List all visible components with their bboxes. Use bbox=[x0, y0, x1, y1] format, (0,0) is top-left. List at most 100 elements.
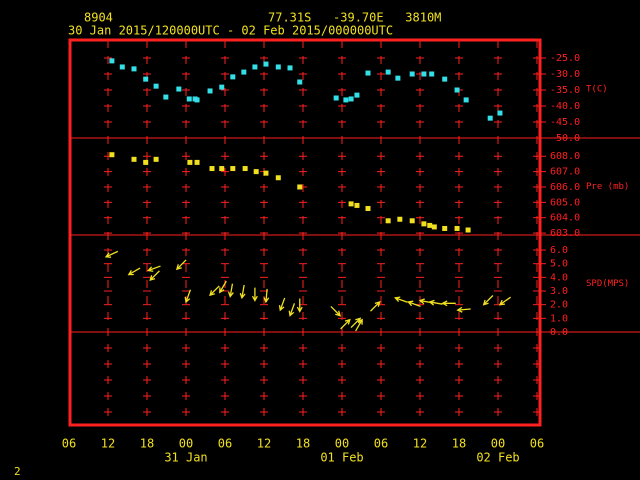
data-point bbox=[421, 71, 427, 77]
wind-arrow bbox=[227, 283, 234, 298]
wind-arrow bbox=[370, 300, 381, 312]
y-tick-label: 608.0 bbox=[550, 151, 580, 162]
data-point bbox=[297, 79, 303, 85]
wind-arrow bbox=[296, 298, 303, 313]
x-tick-label: 12 bbox=[257, 437, 271, 451]
wind-arrow bbox=[263, 288, 270, 304]
data-point bbox=[365, 70, 371, 76]
x-tick-label: 06 bbox=[62, 437, 76, 451]
page-number: 2 bbox=[14, 465, 21, 478]
data-point bbox=[354, 202, 360, 208]
data-point bbox=[275, 64, 281, 70]
y-tick-label: -35.0 bbox=[550, 85, 580, 96]
y-tick-label: 604.0 bbox=[550, 213, 580, 224]
station-id: 8904 bbox=[84, 11, 113, 25]
date-label: 01 Feb bbox=[320, 451, 363, 465]
data-point bbox=[219, 166, 225, 172]
data-point bbox=[119, 64, 125, 70]
wind-arrow bbox=[251, 287, 258, 302]
data-point bbox=[253, 169, 259, 175]
y-tick-label: 5.0 bbox=[550, 259, 568, 270]
y-tick-label: -25.0 bbox=[550, 53, 580, 64]
data-point bbox=[241, 69, 247, 75]
wind-arrow bbox=[482, 295, 494, 306]
data-point bbox=[454, 87, 460, 93]
wind-arrow bbox=[355, 318, 363, 332]
y-tick-label: 607.0 bbox=[550, 167, 580, 178]
x-tick-label: 00 bbox=[335, 437, 349, 451]
wind-arrow bbox=[407, 300, 421, 308]
station-location: 77.31S -39.70E 3810M bbox=[268, 11, 441, 25]
data-point bbox=[442, 76, 448, 82]
wind-arrow bbox=[127, 267, 141, 276]
y-axis-label: T(C) bbox=[586, 85, 608, 95]
x-tick-label: 12 bbox=[101, 437, 115, 451]
wind-arrow bbox=[209, 285, 220, 297]
wind-arrow bbox=[239, 284, 246, 300]
data-point bbox=[354, 92, 360, 98]
frame bbox=[68, 38, 542, 427]
wind-arrow bbox=[394, 296, 408, 303]
y-tick-label: 603.0 bbox=[550, 228, 580, 239]
data-point bbox=[442, 225, 448, 231]
data-point bbox=[497, 110, 503, 116]
wind-arrow bbox=[147, 265, 161, 272]
wind-arrow bbox=[278, 297, 286, 312]
wind-arrow bbox=[428, 299, 443, 306]
y-tick-label: 2.0 bbox=[550, 300, 568, 311]
data-point bbox=[385, 218, 391, 224]
x-tick-label: 06 bbox=[218, 437, 232, 451]
x-tick-label: 18 bbox=[452, 437, 466, 451]
wind-arrow bbox=[456, 306, 471, 313]
x-tick-label: 06 bbox=[530, 437, 544, 451]
data-point bbox=[365, 205, 371, 211]
data-point bbox=[429, 71, 435, 77]
data-point bbox=[194, 159, 200, 165]
data-point bbox=[109, 58, 115, 64]
data-point bbox=[333, 95, 339, 101]
data-point bbox=[207, 88, 213, 94]
data-point bbox=[186, 96, 192, 102]
wind-arrow bbox=[149, 270, 160, 282]
y-tick-label: 6.0 bbox=[550, 245, 568, 256]
date-label: 02 Feb bbox=[476, 451, 519, 465]
wind-arrow bbox=[441, 300, 456, 307]
data-point bbox=[131, 66, 137, 72]
data-point bbox=[176, 86, 182, 92]
x-tick-label: 06 bbox=[374, 437, 388, 451]
data-point bbox=[163, 94, 169, 100]
data-point bbox=[487, 115, 493, 121]
data-point bbox=[109, 152, 115, 158]
x-tick-label: 18 bbox=[296, 437, 310, 451]
y-tick-label: 3.0 bbox=[550, 286, 568, 297]
data-point bbox=[348, 201, 354, 207]
data-point bbox=[242, 166, 248, 172]
data-point bbox=[209, 166, 215, 172]
y-axis-label: SPD(MPS) bbox=[586, 279, 629, 289]
data-point bbox=[297, 184, 303, 190]
data-point bbox=[131, 156, 137, 162]
data-point bbox=[463, 97, 469, 103]
data-point bbox=[431, 224, 437, 230]
y-tick-label: -30.0 bbox=[550, 69, 580, 80]
data-point bbox=[230, 74, 236, 80]
y-tick-label: -45.0 bbox=[550, 117, 580, 128]
wind-arrow bbox=[288, 303, 296, 317]
y-axis-label: Pre (mb) bbox=[586, 182, 629, 192]
data-point bbox=[465, 227, 471, 233]
data-point bbox=[343, 97, 349, 103]
wind-arrow bbox=[340, 318, 351, 330]
wind-arrow bbox=[330, 305, 342, 317]
x-tick-label: 00 bbox=[179, 437, 193, 451]
data-point bbox=[409, 71, 415, 77]
data-point bbox=[153, 156, 159, 162]
data-point bbox=[397, 216, 403, 222]
data-point bbox=[143, 159, 149, 165]
data-point bbox=[427, 222, 433, 228]
date-label: 31 Jan bbox=[164, 451, 207, 465]
data-point bbox=[230, 166, 236, 172]
data-point bbox=[252, 64, 258, 70]
data-point bbox=[395, 75, 401, 81]
y-tick-label: 1.0 bbox=[550, 313, 568, 324]
